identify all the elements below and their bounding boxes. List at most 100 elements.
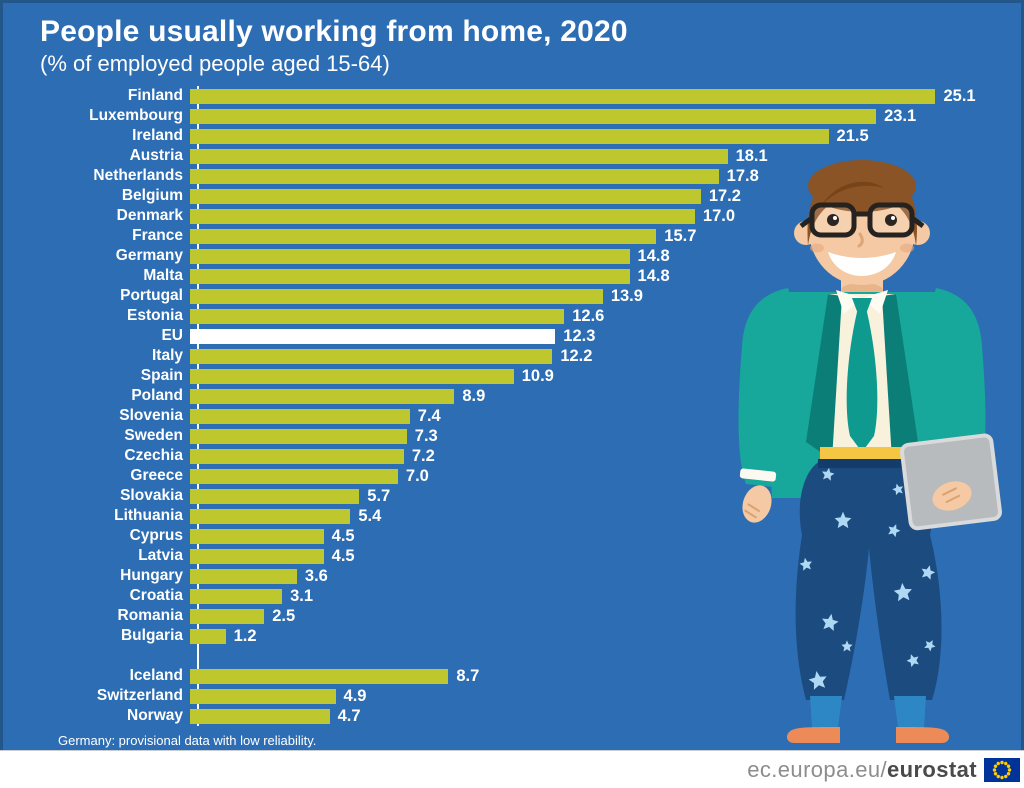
pajama-pants — [795, 459, 942, 700]
category-label: France — [132, 227, 183, 244]
shirt-collar — [836, 290, 862, 314]
bar-germany — [190, 248, 630, 264]
chart-row: Denmark 17.0 — [40, 206, 976, 226]
chart-row: Sweden 7.3 — [40, 426, 976, 446]
chart-row: Netherlands 17.8 — [40, 166, 976, 186]
bar-belgium — [190, 188, 701, 204]
bar-cyprus — [190, 528, 324, 544]
category-label: Hungary — [120, 567, 183, 584]
header: People usually working from home, 2020 (… — [40, 14, 628, 78]
bar-ireland — [190, 128, 829, 144]
bar-eu — [190, 328, 556, 344]
category-label: EU — [161, 327, 183, 344]
footer-url-regular: ec.europa.eu/ — [747, 756, 887, 782]
value-label: 12.3 — [563, 326, 596, 345]
chart-row: Norway 4.7 — [40, 706, 976, 726]
value-label: 1.2 — [233, 626, 257, 645]
bar-hungary — [190, 568, 297, 584]
bar-greece — [190, 468, 398, 484]
chart-row: France 15.7 — [40, 226, 976, 246]
value-label: 7.4 — [417, 406, 441, 425]
chart-row: Belgium 17.2 — [40, 186, 976, 206]
bar-italy — [190, 348, 553, 364]
chart-row: Germany 14.8 — [40, 246, 976, 266]
category-label: Austria — [129, 147, 183, 164]
chart-row: Malta 14.8 — [40, 266, 976, 286]
chart-row: Romania 2.5 — [40, 606, 976, 626]
value-label: 12.6 — [572, 306, 605, 325]
value-label: 17.0 — [702, 206, 736, 225]
chart-row: Slovakia 5.7 — [40, 486, 976, 506]
value-label: 13.9 — [610, 286, 643, 305]
bar-czechia — [190, 448, 404, 464]
category-label: Czechia — [124, 447, 183, 464]
category-label: Slovakia — [120, 487, 183, 504]
category-label: Luxembourg — [89, 107, 183, 124]
value-label: 17.8 — [726, 166, 759, 185]
value-label: 8.7 — [456, 666, 480, 685]
nose — [857, 232, 864, 248]
value-label: 15.7 — [664, 226, 697, 245]
chart-row: Greece 7.0 — [40, 466, 976, 486]
chart-row: Portugal 13.9 — [40, 286, 976, 306]
bar-slovakia — [190, 488, 360, 504]
tie — [846, 298, 878, 452]
chart-row: Cyprus 4.5 — [40, 526, 976, 546]
category-label: Iceland — [129, 667, 183, 684]
category-label: Spain — [140, 367, 183, 384]
chart-row: Austria 18.1 — [40, 146, 976, 166]
bar-croatia — [190, 588, 283, 604]
value-label: 18.1 — [735, 146, 768, 165]
man-in-pajamas-illustration — [738, 160, 1002, 743]
value-label: 14.8 — [637, 246, 670, 265]
bar-france — [190, 228, 657, 244]
chart-row: EU 12.3 — [40, 326, 976, 346]
bar-norway — [190, 708, 330, 724]
category-label: Latvia — [138, 547, 183, 564]
category-label: Netherlands — [93, 167, 183, 184]
bar-poland — [190, 388, 455, 404]
chart-row: Switzerland 4.9 — [40, 686, 976, 706]
chart-row: Iceland 8.7 — [40, 666, 976, 686]
value-label: 5.7 — [367, 486, 391, 505]
category-label: Bulgaria — [120, 627, 183, 644]
value-label: 3.1 — [290, 586, 313, 605]
bar-lithuania — [190, 508, 351, 524]
bar-slovenia — [190, 408, 410, 424]
chart-row: Finland 25.1 — [40, 86, 976, 106]
category-label: Romania — [117, 607, 183, 624]
bar-spain — [190, 368, 514, 384]
footer-url-bold: eurostat — [887, 756, 977, 782]
chart-row: Lithuania 5.4 — [40, 506, 976, 526]
category-label: Norway — [127, 707, 183, 724]
chart-row: Bulgaria 1.2 — [40, 626, 976, 646]
value-label: 7.3 — [414, 426, 438, 445]
category-label: Cyprus — [129, 527, 183, 544]
left-foot — [786, 727, 840, 743]
value-label: 3.6 — [304, 566, 328, 585]
category-label: Italy — [151, 347, 183, 364]
bar-sweden — [190, 428, 407, 444]
chart-row: Spain 10.9 — [40, 366, 976, 386]
value-label: 4.9 — [343, 686, 367, 705]
bar-chart: Finland 25.1 Luxembourg 23.1 Ireland 21.5 Aust… — [40, 86, 976, 726]
value-label: 21.5 — [836, 126, 869, 145]
category-label: Lithuania — [114, 507, 183, 524]
value-label: 5.4 — [358, 506, 382, 525]
head — [794, 160, 930, 285]
chart-row: Luxembourg 23.1 — [40, 106, 976, 126]
bar-portugal — [190, 288, 603, 304]
jacket-left-sleeve — [738, 288, 800, 488]
category-label: Malta — [143, 267, 183, 284]
category-label: Croatia — [129, 587, 183, 604]
value-label: 7.2 — [411, 446, 435, 465]
chart-row: Estonia 12.6 — [40, 306, 976, 326]
footer-site-text: ec.europa.eu/eurostat — [747, 757, 977, 783]
chart-row: Hungary 3.6 — [40, 566, 976, 586]
belt — [820, 447, 906, 461]
bar-bulgaria — [190, 628, 226, 644]
category-label: Ireland — [132, 127, 183, 144]
chart-row: Poland 8.9 — [40, 386, 976, 406]
chart-title: People usually working from home, 2020 — [40, 15, 628, 48]
